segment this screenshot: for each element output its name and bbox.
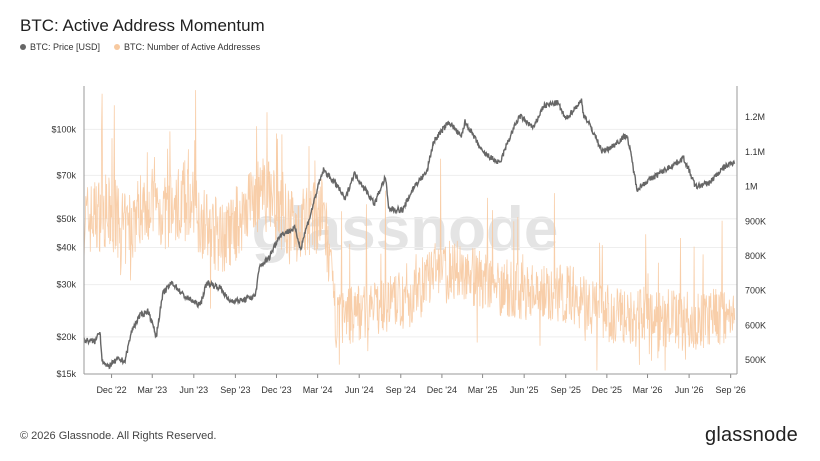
y-left-tick-label: $100k <box>51 124 76 134</box>
y-right-tick-label: 1M <box>745 182 758 192</box>
x-tick-label: Mar '24 <box>303 385 333 395</box>
y-left-tick-label: $40k <box>56 243 76 253</box>
y-right-tick-label: 1.2M <box>745 112 765 122</box>
y-right-tick-label: 600K <box>745 320 766 330</box>
y-left-tick-label: $30k <box>56 280 76 290</box>
y-right-tick-label: 900K <box>745 216 766 226</box>
active-addresses-layer <box>83 90 736 371</box>
x-tick-label: Mar '25 <box>468 385 498 395</box>
x-tick-label: Jun '24 <box>345 385 374 395</box>
legend-item-active-addresses[interactable]: BTC: Number of Active Addresses <box>114 42 260 52</box>
axes: $15k $20k $30k $40k $50k $70k $100k 500K 600K 700… <box>51 86 766 395</box>
x-tick-label: Jun '26 <box>675 385 704 395</box>
x-tick-label: Dec '24 <box>427 385 457 395</box>
chart-legend: BTC: Price [USD] BTC: Number of Active A… <box>20 42 260 52</box>
legend-dot-active-addresses <box>114 44 121 50</box>
series-price-line <box>83 98 736 370</box>
legend-label-active-addresses: BTC: Number of Active Addresses <box>124 42 261 52</box>
x-tick-label: Sep '23 <box>220 385 250 395</box>
footer-copyright: © 2026 Glassnode. All Rights Reserved. <box>20 430 217 442</box>
y-left-tick-label: $50k <box>56 214 76 224</box>
x-tick-label: Mar '26 <box>633 385 663 395</box>
x-tick-label: Mar '23 <box>137 385 167 395</box>
y-right-tick-label: 500K <box>745 355 766 365</box>
y-right-tick-label: 1.1M <box>745 147 765 157</box>
x-tick-label: Sep '26 <box>716 385 746 395</box>
legend-dot-price <box>20 44 26 50</box>
y-right-tick-label: 800K <box>745 251 766 261</box>
y-left-tick-label: $15k <box>56 369 76 379</box>
series-active-addresses-line <box>83 90 736 371</box>
x-tick-label: Sep '24 <box>386 385 416 395</box>
y-right-tick-label: 700K <box>745 286 766 296</box>
y-left-tick-label: $70k <box>56 170 76 180</box>
x-tick-label: Dec '25 <box>592 385 622 395</box>
x-tick-label: Jun '23 <box>179 385 208 395</box>
x-tick-label: Dec '23 <box>261 385 291 395</box>
footer-logo[interactable]: glassnode <box>705 424 798 446</box>
x-tick-label: Dec '22 <box>96 385 126 395</box>
price-layer <box>83 98 736 370</box>
chart-title: BTC: Active Address Momentum <box>20 16 265 35</box>
x-tick-label: Sep '25 <box>551 385 581 395</box>
legend-item-price[interactable]: BTC: Price [USD] <box>20 42 100 52</box>
x-tick-label: Jun '25 <box>510 385 539 395</box>
legend-label-price: BTC: Price [USD] <box>30 42 101 52</box>
y-left-tick-label: $20k <box>56 332 76 342</box>
